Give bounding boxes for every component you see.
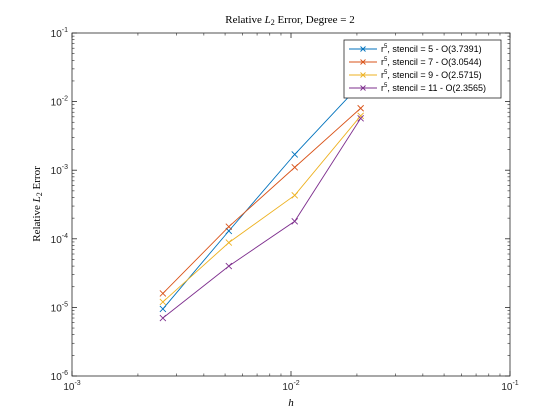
series-4-marker xyxy=(291,217,299,225)
series-1-marker xyxy=(159,305,167,313)
series-4-marker xyxy=(159,314,167,322)
series-2-marker xyxy=(225,223,233,231)
series-2-marker xyxy=(159,290,167,297)
legend-marker-4 xyxy=(360,85,366,91)
chart-title: Relative L2 Error, Degree = 2 xyxy=(225,14,355,27)
tick-labels: 10-3 10-2 10-1 10-6 10-5 10-4 10-3 10-2 10-1 xyxy=(51,27,519,393)
x-tick-label: 10-2 xyxy=(282,380,299,393)
y-tick-label: 10-1 xyxy=(51,27,68,40)
x-axis-label: h xyxy=(288,397,294,409)
minor-ticks xyxy=(72,33,510,376)
legend-marker-3 xyxy=(360,72,366,78)
series-line-4 xyxy=(162,118,362,319)
series-3-marker xyxy=(159,298,167,306)
legend-marker-2 xyxy=(360,59,366,65)
series-4-marker xyxy=(225,262,233,270)
y-tick-label: 10-2 xyxy=(51,96,68,109)
y-tick-label: 10-4 xyxy=(51,233,68,246)
legend-label-2: r5, stencil = 7 - O(3.0544) xyxy=(381,57,482,67)
axes-box xyxy=(71,32,511,377)
series-2-marker xyxy=(291,164,299,171)
y-axis-label: Relative L2 Error xyxy=(31,166,44,242)
series-line-3 xyxy=(162,115,362,303)
series-1-marker xyxy=(291,151,299,158)
x-tick-label: 10-3 xyxy=(63,380,80,393)
y-tick-label: 10-5 xyxy=(51,301,68,314)
series-4-marker xyxy=(357,115,364,122)
series-line-2 xyxy=(162,107,361,294)
series-2-marker xyxy=(357,104,364,112)
x-tick-label: 10-1 xyxy=(501,380,518,393)
legend-marker-1 xyxy=(360,46,366,52)
series-3-marker xyxy=(357,112,364,120)
legend-label-1: r5, stencil = 5 - O(3.7391) xyxy=(381,44,482,54)
y-tick-label: 10-3 xyxy=(51,164,68,177)
series-3-marker xyxy=(291,192,299,199)
legend: r5, stencil = 5 - O(3.7391) r5, stencil =… xyxy=(343,39,502,99)
series-3-marker xyxy=(225,239,233,246)
y-tick-label: 10-6 xyxy=(51,370,68,383)
legend-label-3: r5, stencil = 9 - O(2.5715) xyxy=(381,70,482,80)
series-line-1 xyxy=(162,83,361,310)
legend-label-4: r5, stencil = 11 - O(2.3565) xyxy=(381,83,486,93)
